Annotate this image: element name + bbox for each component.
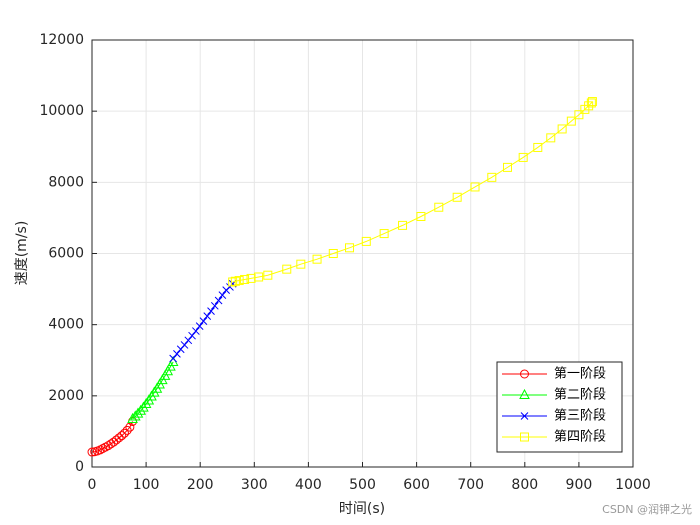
series-line xyxy=(232,101,593,283)
x-tick-label: 900 xyxy=(566,477,593,493)
x-tick-label: 800 xyxy=(511,477,538,493)
watermark: CSDN @润钾之光 xyxy=(602,502,692,516)
x-tick-label: 700 xyxy=(457,477,484,493)
marker xyxy=(207,307,215,315)
legend-marker xyxy=(520,432,529,442)
marker xyxy=(180,341,189,349)
marker xyxy=(518,152,528,162)
marker xyxy=(117,431,127,441)
x-tick-label: 600 xyxy=(403,477,430,493)
x-tick-label: 500 xyxy=(349,477,376,493)
x-tick-label: 1000 xyxy=(615,477,651,493)
marker xyxy=(203,312,212,320)
marker xyxy=(87,447,97,457)
marker xyxy=(434,202,444,212)
x-axis-label: 时间(s) xyxy=(339,501,385,517)
marker xyxy=(125,422,135,432)
marker xyxy=(188,331,196,340)
marker xyxy=(398,220,408,230)
y-tick-label: 4000 xyxy=(48,317,84,333)
marker xyxy=(533,142,543,152)
marker xyxy=(234,276,244,286)
legend-label: 第一阶段 xyxy=(554,367,606,382)
marker xyxy=(312,254,322,264)
marker xyxy=(328,249,338,258)
x-tick-label: 0 xyxy=(88,477,97,493)
y-tick-label: 2000 xyxy=(48,388,84,404)
marker xyxy=(379,229,389,239)
marker xyxy=(574,110,584,120)
x-tick-label: 200 xyxy=(187,477,214,493)
y-tick-label: 10000 xyxy=(39,103,84,119)
marker xyxy=(345,243,355,253)
marker xyxy=(452,192,462,202)
marker xyxy=(169,354,178,363)
y-tick-label: 0 xyxy=(75,459,84,475)
marker xyxy=(138,401,149,412)
axes-box xyxy=(91,39,634,468)
legend-label: 第三阶段 xyxy=(554,409,606,424)
marker xyxy=(199,317,208,325)
marker xyxy=(566,116,576,126)
marker xyxy=(296,259,306,269)
marker xyxy=(173,349,181,358)
marker xyxy=(132,407,144,418)
marker xyxy=(502,162,512,172)
x-tick-label: 100 xyxy=(133,477,160,493)
y-axis-label: 速度(m/s) xyxy=(14,221,30,286)
marker xyxy=(254,272,264,282)
marker xyxy=(119,428,129,438)
marker xyxy=(135,404,147,415)
legend-label: 第二阶段 xyxy=(554,388,606,403)
marker xyxy=(416,211,426,221)
marker xyxy=(195,322,204,330)
marker xyxy=(214,296,223,305)
marker xyxy=(361,236,371,246)
marker xyxy=(282,264,292,274)
y-tick-label: 12000 xyxy=(39,32,84,48)
marker xyxy=(263,270,273,280)
marker xyxy=(470,182,480,192)
marker xyxy=(140,397,152,409)
marker xyxy=(122,425,132,435)
y-tick-label: 8000 xyxy=(48,174,84,190)
marker xyxy=(587,97,597,107)
marker xyxy=(114,433,124,443)
legend-marker xyxy=(520,412,529,420)
marker xyxy=(210,301,219,310)
marker xyxy=(557,124,567,134)
legend-marker xyxy=(520,369,529,379)
marker xyxy=(192,327,200,335)
legend-marker xyxy=(519,388,530,399)
marker xyxy=(586,98,596,108)
legend-label: 第四阶段 xyxy=(554,430,606,445)
marker xyxy=(487,172,497,182)
marker xyxy=(127,412,138,423)
y-tick-label: 6000 xyxy=(48,246,84,262)
marker xyxy=(129,410,141,421)
marker xyxy=(228,277,238,287)
x-tick-label: 400 xyxy=(295,477,322,493)
marker xyxy=(240,274,250,284)
marker xyxy=(546,133,556,143)
marker xyxy=(184,336,193,345)
x-tick-label: 300 xyxy=(241,477,268,493)
marker xyxy=(218,291,227,299)
